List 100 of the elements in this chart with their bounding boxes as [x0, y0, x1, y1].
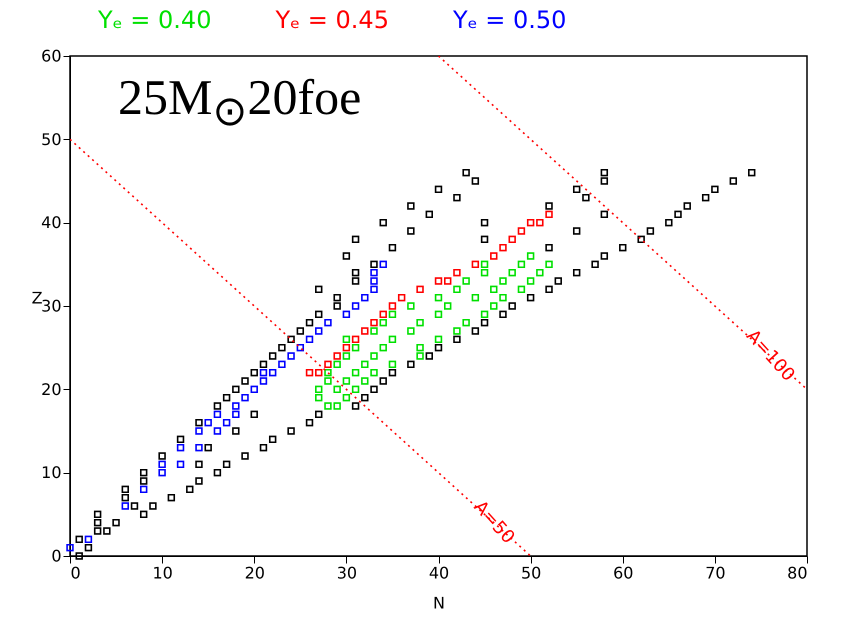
- point: [278, 360, 286, 368]
- point: [176, 460, 184, 468]
- point: [499, 294, 507, 302]
- point: [352, 302, 360, 310]
- point: [333, 402, 341, 410]
- point: [324, 377, 332, 385]
- point: [324, 318, 332, 326]
- point: [416, 318, 424, 326]
- y-tick-label: 30: [41, 296, 62, 316]
- x-tick-label: 10: [152, 564, 173, 582]
- point: [306, 368, 314, 376]
- y-tick-label: 0: [51, 546, 62, 566]
- point: [480, 260, 488, 268]
- point: [388, 310, 396, 318]
- point: [444, 277, 452, 285]
- point: [342, 394, 350, 402]
- point: [176, 444, 184, 452]
- x-tick-label: 60: [613, 564, 634, 582]
- point: [232, 402, 240, 410]
- point: [315, 327, 322, 335]
- x-tick-label: 20: [244, 564, 265, 582]
- point: [380, 260, 387, 268]
- point: [195, 427, 203, 435]
- point: [361, 327, 369, 335]
- point: [453, 327, 461, 335]
- x-tick-label: 30: [336, 564, 358, 582]
- x-tick-label: 0: [70, 564, 81, 582]
- y-tick-label: 50: [41, 130, 62, 149]
- point: [370, 268, 378, 276]
- point: [361, 377, 369, 385]
- x-tick-label: 80: [787, 564, 808, 582]
- point: [398, 294, 406, 302]
- point: [315, 394, 322, 402]
- point: [370, 318, 378, 326]
- point: [490, 252, 498, 260]
- point: [250, 386, 258, 394]
- point: [508, 236, 516, 244]
- point: [222, 418, 230, 426]
- point: [315, 386, 322, 394]
- point: [472, 294, 480, 302]
- point: [518, 260, 526, 268]
- point: [526, 252, 534, 260]
- point: [306, 336, 314, 344]
- point: [361, 294, 369, 302]
- point: [508, 268, 516, 276]
- point: [545, 260, 553, 268]
- point: [536, 268, 544, 276]
- point: [342, 310, 350, 318]
- point: [315, 368, 322, 376]
- point: [490, 286, 498, 294]
- point: [370, 277, 378, 285]
- point: [232, 410, 240, 418]
- point: [260, 368, 268, 376]
- point: [434, 294, 442, 302]
- point: [342, 377, 350, 385]
- y-axis-title: Z: [32, 288, 43, 308]
- text: Yₑ = 0.45: [275, 6, 389, 34]
- point: [333, 386, 341, 394]
- point: [536, 218, 544, 226]
- point: [370, 286, 378, 294]
- point: [352, 368, 360, 376]
- point: [380, 344, 387, 352]
- point: [370, 352, 378, 360]
- point: [416, 352, 424, 360]
- point: [518, 286, 526, 294]
- point: [324, 368, 332, 376]
- point: [444, 302, 452, 310]
- point: [526, 277, 534, 285]
- point: [324, 402, 332, 410]
- text: Yₑ = 0.40: [98, 6, 212, 34]
- point: [260, 377, 268, 385]
- point: [407, 302, 415, 310]
- chart-title: 25M$_{⊙}$20foe: [118, 68, 362, 136]
- point: [342, 336, 350, 344]
- x-tick-label: 70: [705, 564, 726, 582]
- point: [352, 344, 360, 352]
- text: Yₑ = 0.50: [452, 6, 566, 34]
- point: [268, 368, 276, 376]
- point: [434, 277, 442, 285]
- point: [195, 444, 203, 452]
- y-tick-label: 60: [41, 46, 62, 66]
- point: [480, 268, 488, 276]
- point: [545, 210, 553, 218]
- point: [490, 302, 498, 310]
- point: [66, 544, 74, 552]
- point: [241, 394, 249, 402]
- point: [518, 227, 526, 235]
- point: [122, 502, 129, 510]
- point: [499, 277, 507, 285]
- point: [342, 352, 350, 360]
- y-tick-label: 20: [41, 380, 62, 399]
- point: [407, 327, 415, 335]
- point: [287, 352, 295, 360]
- point: [472, 260, 480, 268]
- point: [333, 352, 341, 360]
- point: [380, 310, 387, 318]
- point: [526, 218, 534, 226]
- point: [499, 244, 507, 252]
- point: [480, 310, 488, 318]
- point: [84, 536, 92, 544]
